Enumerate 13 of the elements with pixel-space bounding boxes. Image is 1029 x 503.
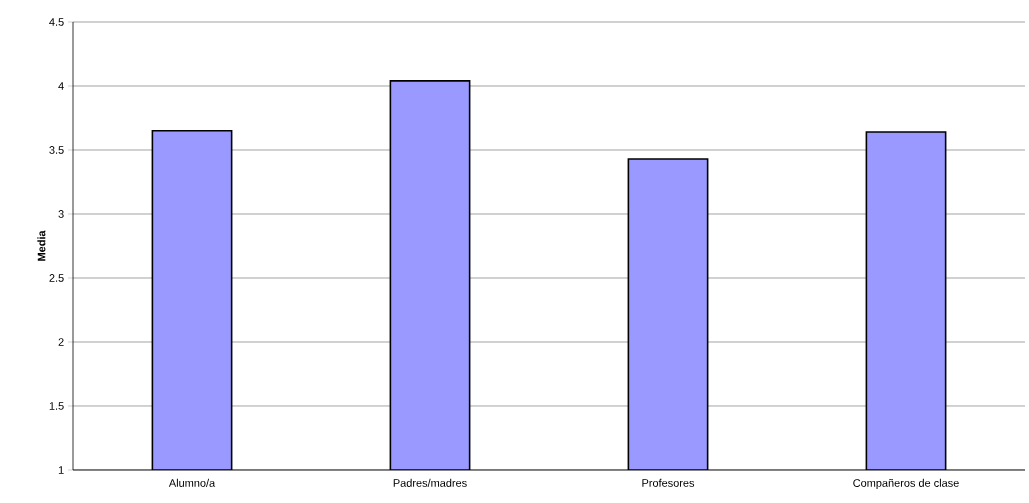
y-tick-label: 2 (58, 338, 64, 346)
y-tick-label: 3 (58, 210, 64, 218)
y-tick-label: 1.5 (49, 402, 64, 410)
y-tick-label: 2.5 (49, 274, 64, 282)
y-tick-label: 3.5 (49, 146, 64, 154)
y-tick-label: 1 (58, 466, 64, 474)
y-tick-label: 4.5 (49, 18, 64, 26)
y-tick-label: 4 (58, 82, 64, 90)
x-tick-label: Alumno/a (168, 478, 216, 487)
y-axis-title: Media (37, 230, 46, 261)
x-tick-label: Padres/madres (393, 478, 467, 487)
x-tick-label: Profesores (642, 478, 695, 487)
x-tick-label: Compañeros de clase (853, 478, 959, 490)
